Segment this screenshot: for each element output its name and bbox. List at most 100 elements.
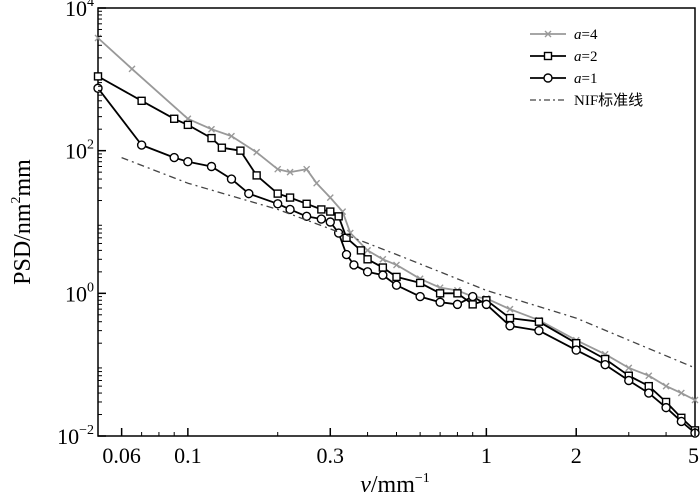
data-point bbox=[207, 133, 216, 143]
data-point bbox=[506, 305, 514, 313]
legend-item: a=1 bbox=[530, 71, 597, 87]
data-point bbox=[325, 217, 335, 227]
data-point bbox=[349, 260, 359, 270]
data-point bbox=[286, 168, 294, 176]
data-point bbox=[435, 289, 445, 298]
y-tick-label: 10−2 bbox=[57, 423, 94, 449]
data-point bbox=[453, 289, 462, 298]
series-0 bbox=[94, 34, 699, 404]
series-line bbox=[97, 75, 696, 432]
data-point bbox=[273, 199, 283, 209]
data-point bbox=[252, 171, 261, 180]
legend-item: NIF标准线 bbox=[530, 92, 643, 109]
data-point bbox=[691, 396, 699, 404]
data-point bbox=[137, 96, 146, 106]
data-point bbox=[676, 416, 687, 427]
data-point bbox=[363, 255, 372, 264]
x-tick-label: 5 bbox=[688, 443, 699, 468]
data-point bbox=[391, 280, 402, 290]
data-point bbox=[415, 291, 425, 302]
data-point bbox=[624, 375, 634, 386]
legend-marker bbox=[544, 30, 552, 38]
y-tick-label: 104 bbox=[65, 0, 94, 21]
data-point bbox=[326, 207, 335, 216]
data-point bbox=[301, 211, 312, 222]
data-point bbox=[625, 364, 633, 372]
data-point bbox=[378, 263, 388, 272]
data-point bbox=[600, 359, 610, 370]
data-point bbox=[415, 278, 425, 288]
data-point bbox=[341, 249, 352, 260]
legend-label: a=4 bbox=[574, 27, 598, 43]
series-1 bbox=[93, 72, 700, 435]
data-point bbox=[169, 114, 179, 123]
data-point bbox=[236, 146, 245, 155]
data-point bbox=[505, 321, 515, 331]
data-point bbox=[468, 300, 477, 309]
data-point bbox=[356, 246, 366, 255]
legend: a=4 a=2 a=1 NIF标准线 bbox=[530, 27, 643, 109]
data-point bbox=[342, 233, 351, 243]
data-point bbox=[677, 389, 685, 397]
data-point bbox=[136, 140, 147, 150]
data-point bbox=[662, 382, 670, 390]
data-point bbox=[169, 152, 179, 163]
data-point bbox=[317, 205, 326, 214]
plot-border bbox=[97, 7, 696, 437]
data-point bbox=[393, 261, 400, 269]
x-tick-label: 0.3 bbox=[317, 443, 345, 468]
data-point bbox=[285, 204, 295, 215]
legend-marker bbox=[543, 51, 553, 61]
y-tick-label: 102 bbox=[65, 138, 94, 164]
y-tick-label: 100 bbox=[65, 280, 94, 306]
data-point bbox=[661, 402, 671, 413]
x-tick-label: 0.06 bbox=[102, 443, 141, 468]
data-point bbox=[93, 83, 103, 93]
ticks-layer bbox=[97, 7, 696, 437]
data-point bbox=[217, 143, 227, 152]
data-point bbox=[274, 165, 282, 173]
x-tick-label: 2 bbox=[571, 443, 582, 468]
data-point bbox=[326, 194, 334, 202]
data-point bbox=[645, 372, 653, 380]
data-point bbox=[93, 72, 103, 81]
data-point bbox=[313, 179, 321, 187]
data-point bbox=[379, 255, 387, 263]
data-point bbox=[253, 148, 261, 156]
data-point bbox=[452, 299, 463, 310]
legend-label: a=2 bbox=[574, 49, 597, 65]
x-axis-label: v/mm−1 bbox=[360, 471, 430, 498]
data-point bbox=[244, 188, 254, 199]
series-line bbox=[97, 87, 696, 434]
data-point bbox=[362, 267, 373, 277]
data-point bbox=[303, 165, 311, 173]
plot-frame bbox=[97, 7, 696, 437]
data-point bbox=[435, 297, 445, 307]
data-point bbox=[128, 65, 136, 73]
legend-marker bbox=[543, 73, 553, 83]
data-point bbox=[207, 125, 215, 133]
data-point bbox=[226, 174, 237, 184]
data-point bbox=[571, 345, 581, 355]
data-point bbox=[334, 212, 343, 221]
legend-label: NIF标准线 bbox=[574, 92, 643, 109]
data-point bbox=[183, 157, 193, 167]
labels-layer: 10−2 100 102 104 0.06 0.1 0.3 1 2 5 v/mm−1 PSD/nm2m… bbox=[9, 0, 699, 498]
data-point bbox=[227, 132, 235, 140]
data-point bbox=[378, 270, 388, 280]
series-line bbox=[121, 156, 696, 369]
data-point bbox=[534, 317, 544, 326]
y-axis-label: PSD/nm2mm bbox=[9, 159, 36, 285]
data-point bbox=[302, 199, 311, 208]
data-point bbox=[505, 313, 515, 323]
data-point bbox=[273, 189, 282, 198]
legend-item: a=2 bbox=[530, 49, 597, 65]
legend-item: a=4 bbox=[530, 27, 598, 43]
data-point bbox=[183, 120, 193, 130]
data-point bbox=[206, 161, 217, 172]
data-point bbox=[534, 325, 544, 336]
x-tick-label: 1 bbox=[481, 443, 492, 468]
series-3 bbox=[121, 156, 696, 369]
data-point bbox=[481, 299, 492, 310]
